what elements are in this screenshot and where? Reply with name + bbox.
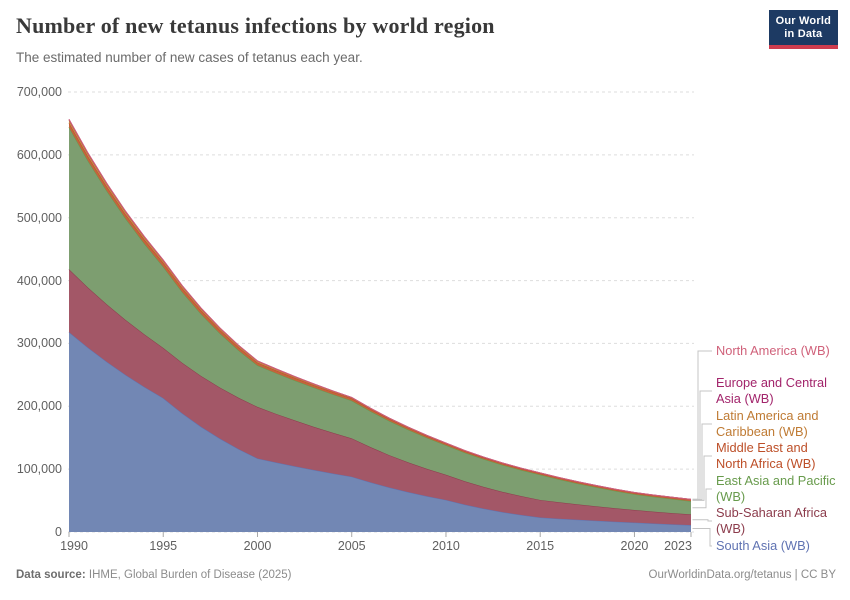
legend-item-sub-saharan-africa[interactable]: Sub-Saharan Africa (WB): [716, 505, 827, 536]
area-sub-saharan-africa: [69, 269, 691, 526]
x-axis-tick-label: 2000: [243, 539, 272, 553]
page-title: Number of new tetanus infections by worl…: [16, 13, 495, 38]
owid-logo[interactable]: Our World in Data: [768, 10, 838, 49]
y-axis-tick-label: 200,000: [16, 399, 62, 414]
area-east-asia-pacific: [69, 127, 691, 515]
area-top-line-north-america: [68, 119, 692, 500]
data-source-value[interactable]: IHME, Global Burden of Disease (2025): [88, 569, 292, 581]
legend-item-europe-central-asia[interactable]: Europe and Central Asia (WB): [716, 375, 827, 406]
footer-link[interactable]: OurWorldinData.org/tetanus | CC BY: [648, 569, 837, 581]
area-south-asia: [69, 332, 691, 532]
y-axis-tick-label: 300,000: [16, 336, 62, 351]
legend-connector-lines: [692, 350, 712, 547]
page-subtitle: The estimated number of new cases of tet…: [16, 50, 363, 65]
y-axis-tick-label: 500,000: [16, 210, 62, 225]
x-axis-tick-label: 2005: [337, 539, 366, 553]
x-axis-tick-label: 2020: [620, 539, 649, 553]
x-axis-tick-label: 2010: [432, 539, 460, 553]
y-axis-tick-label: 700,000: [16, 85, 62, 99]
legend-item-south-asia[interactable]: South Asia (WB): [716, 538, 810, 553]
legend-connector-sub-saharan-africa: [692, 519, 712, 522]
x-axis-tick-label: 2023: [664, 539, 692, 553]
legend-connector-middle-east-north-africa: [692, 455, 712, 501]
y-axis-tick-label: 600,000: [16, 147, 62, 162]
x-axis-tick-label: 1990: [60, 539, 88, 553]
y-axis-tick-label: 400,000: [16, 273, 62, 288]
legend-connector-east-asia-pacific: [692, 488, 712, 509]
area-series: [68, 119, 692, 532]
legend-item-east-asia-pacific[interactable]: East Asia and Pacific (WB): [716, 472, 836, 504]
owid-logo-line2: in Data: [784, 28, 823, 40]
axis-ticks: [68, 532, 692, 537]
legend-connector-latin-america-caribbean: [692, 423, 712, 501]
data-source-label: Data source:: [16, 569, 86, 581]
legend-item-latin-america-caribbean[interactable]: Latin America and Caribbean (WB): [716, 407, 819, 439]
legend-item-middle-east-north-africa[interactable]: Middle East and North Africa (WB): [716, 440, 816, 471]
footer: Data source: IHME, Global Burden of Dise…: [16, 569, 836, 581]
x-axis-tick-label: 1995: [149, 539, 178, 553]
x-axis-tick-label: 2015: [526, 539, 555, 553]
owid-logo-line1: Our World: [775, 15, 831, 27]
legend-connector-south-asia: [692, 528, 712, 547]
y-axis-tick-label: 0: [55, 525, 62, 539]
legend-item-north-america[interactable]: North America (WB): [716, 343, 830, 358]
y-axis-tick-label: 100,000: [16, 462, 62, 477]
